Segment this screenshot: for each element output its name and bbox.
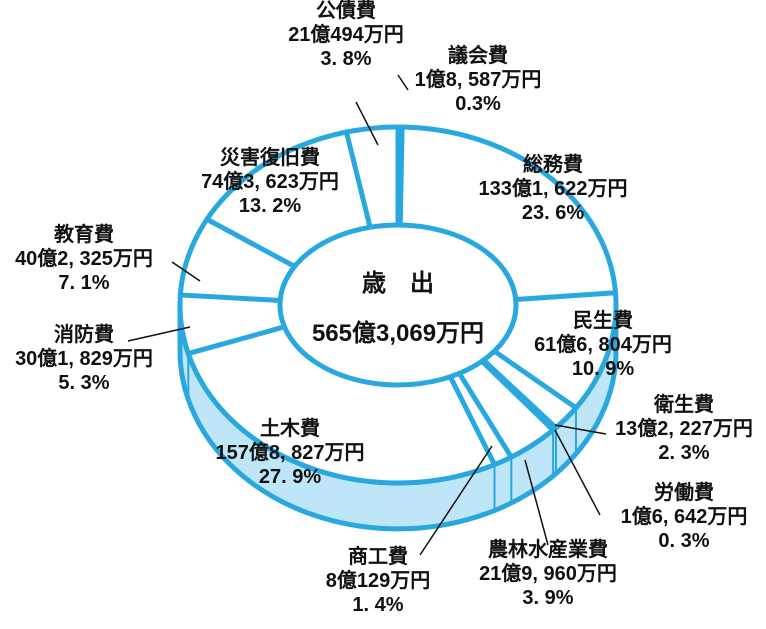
slice-percent: 0. 3% bbox=[658, 530, 709, 552]
leader-line bbox=[171, 261, 201, 282]
slice-percent: 2. 3% bbox=[658, 442, 709, 464]
slice-name: 災害復旧費 bbox=[220, 145, 320, 169]
slice-label: 労働費 1億6, 642万円 0. 3% bbox=[621, 480, 748, 552]
slice-divider bbox=[204, 216, 298, 269]
slice-divider bbox=[177, 292, 283, 303]
slice-amount: 40億2, 325万円 bbox=[15, 246, 153, 270]
slice-percent: 10. 9% bbox=[572, 358, 634, 380]
slice-amount: 133億1, 622万円 bbox=[479, 176, 628, 200]
slice-amount: 1億6, 642万円 bbox=[621, 504, 748, 528]
leader-line bbox=[127, 326, 191, 342]
slice-name: 公債費 bbox=[316, 0, 376, 22]
slice-percent: 1. 4% bbox=[352, 594, 403, 616]
slice-divider bbox=[479, 358, 556, 433]
slice-percent: 5. 3% bbox=[58, 372, 109, 394]
slice-amount: 21億9, 960万円 bbox=[479, 561, 617, 585]
slice-label: 議会費 1億8, 587万円 0.3% bbox=[415, 43, 542, 115]
slice-divider bbox=[513, 290, 618, 302]
slice-divider bbox=[343, 129, 373, 230]
leader-line bbox=[554, 429, 601, 516]
slice-divider bbox=[185, 324, 287, 357]
center-title: 歳 出 bbox=[362, 269, 434, 297]
total-amount: 565億3,069万円 bbox=[312, 319, 484, 347]
slice-name: 商工費 bbox=[348, 544, 408, 568]
slice-name: 消防費 bbox=[54, 322, 114, 346]
slice-divider bbox=[397, 124, 405, 228]
slice-label: 教育費 40億2, 325万円 7. 1% bbox=[15, 222, 153, 294]
slice-label: 商工費 8億129万円 1. 4% bbox=[326, 544, 431, 616]
slice-label: 民生費 61億6, 804万円 10. 9% bbox=[534, 309, 672, 380]
slice-divider bbox=[491, 348, 579, 411]
slice-amount: 1億8, 587万円 bbox=[415, 67, 542, 91]
slice-name: 民生費 bbox=[573, 309, 633, 332]
slice-amount: 30億1, 829万円 bbox=[15, 346, 153, 370]
leader-line bbox=[554, 424, 607, 435]
slice-label: 土木費 157億8, 827万円 27. 9% bbox=[216, 416, 365, 488]
slice-amount: 61億6, 804万円 bbox=[534, 332, 672, 356]
slice-amount: 74億3, 623万円 bbox=[201, 169, 339, 193]
leader-line bbox=[419, 445, 493, 556]
label-leader-lines bbox=[127, 74, 607, 556]
slice-name: 農林水産業費 bbox=[488, 537, 608, 561]
slice-amount: 8億129万円 bbox=[326, 568, 431, 592]
slice-label: 消防費 30億1, 829万円 5. 3% bbox=[15, 322, 153, 394]
slice-amount: 13億2, 227万円 bbox=[615, 416, 753, 440]
slice-name: 労働費 bbox=[654, 480, 714, 504]
slice-percent: 3. 8% bbox=[320, 48, 371, 70]
slice-divider bbox=[447, 374, 498, 468]
slice-percent: 13. 2% bbox=[239, 195, 301, 217]
slice-percent: 3. 9% bbox=[522, 587, 573, 609]
slice-name: 総務費 bbox=[523, 152, 583, 176]
slice-labels: 議会費 1億8, 587万円 0.3% 総務費 133億1, 622万円 23. 6% 民生… bbox=[15, 0, 753, 616]
slice-divider bbox=[456, 370, 514, 460]
donut-side-lines bbox=[187, 353, 577, 511]
slice-percent: 23. 6% bbox=[522, 202, 584, 224]
slice-label: 災害復旧費 74億3, 623万円 13. 2% bbox=[201, 145, 339, 217]
slice-amount: 157億8, 827万円 bbox=[216, 440, 365, 464]
donut-center-hole bbox=[277, 222, 519, 388]
slice-percent: 7. 1% bbox=[58, 272, 109, 294]
slice-name: 衛生費 bbox=[653, 392, 714, 416]
slice-name: 議会費 bbox=[448, 43, 508, 67]
leader-line bbox=[397, 74, 409, 91]
leader-line bbox=[355, 101, 379, 146]
slice-amount: 21億494万円 bbox=[288, 22, 404, 46]
slice-name: 教育費 bbox=[54, 222, 114, 246]
slice-dividers bbox=[177, 124, 618, 468]
slice-percent: 0.3% bbox=[455, 93, 501, 115]
slice-label: 農林水産業費 21億9, 960万円 3. 9% bbox=[479, 537, 617, 609]
slice-label: 公債費 21億494万円 3. 8% bbox=[288, 0, 404, 70]
slice-percent: 27. 9% bbox=[259, 466, 321, 488]
slice-label: 衛生費 13億2, 227万円 2. 3% bbox=[615, 392, 753, 464]
slice-name: 土木費 bbox=[260, 416, 320, 440]
slice-label: 総務費 133億1, 622万円 23. 6% bbox=[479, 152, 628, 224]
leader-line bbox=[524, 459, 549, 546]
